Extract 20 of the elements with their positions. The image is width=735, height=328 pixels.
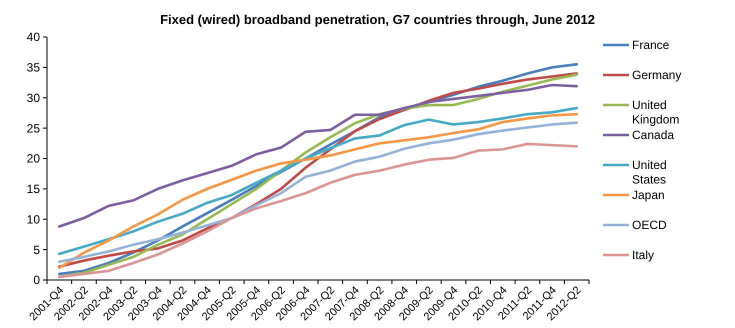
legend-label: Canada bbox=[632, 128, 674, 142]
line-series bbox=[58, 142, 578, 278]
legend-label: Germany bbox=[632, 68, 682, 82]
legend-label: France bbox=[632, 38, 670, 52]
chart-title: Fixed (wired) broadband penetration, G7 countries through, June 2012 bbox=[160, 12, 595, 27]
line-series bbox=[58, 84, 578, 228]
y-tick-label: 10 bbox=[26, 212, 40, 226]
legend-label: Japan bbox=[632, 188, 665, 202]
legend-label: Italy bbox=[632, 248, 654, 262]
y-tick-label: 40 bbox=[26, 30, 40, 44]
y-tick-label: 15 bbox=[26, 182, 40, 196]
y-tick-label: 25 bbox=[26, 121, 40, 136]
legend-label: United Kingdom bbox=[632, 98, 680, 127]
legend-label: United States bbox=[632, 158, 667, 187]
y-tick-label: 20 bbox=[26, 152, 40, 166]
y-tick-label: 35 bbox=[26, 60, 40, 75]
y-tick-label: 0 bbox=[33, 273, 40, 288]
y-tick-label: 5 bbox=[33, 242, 40, 257]
legend-label: OECD bbox=[632, 218, 668, 232]
y-tick-label: 30 bbox=[26, 90, 40, 105]
